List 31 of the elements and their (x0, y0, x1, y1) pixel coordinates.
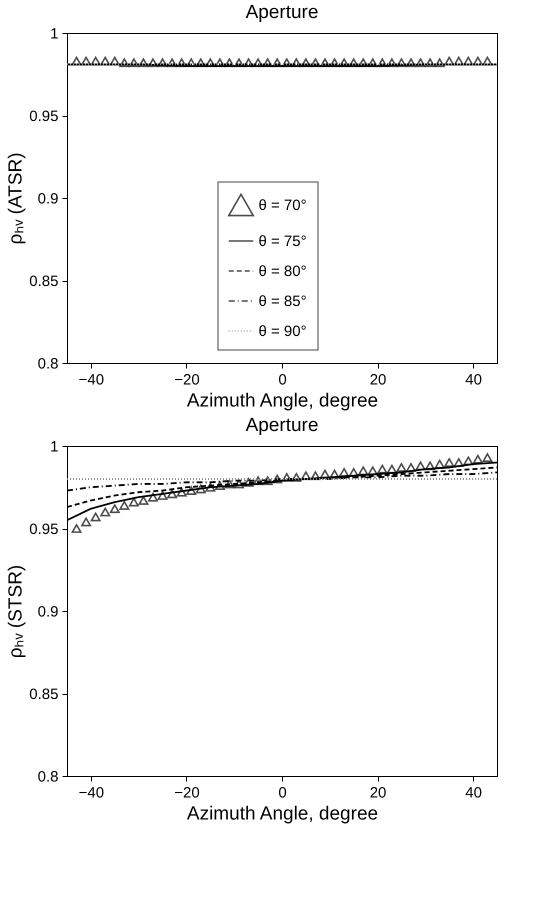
x-tick-label: 40 (465, 784, 482, 802)
chart-title: Aperture (246, 2, 318, 23)
y-tick-label: 0.9 (38, 190, 58, 208)
x-tick-label: 0 (278, 784, 287, 802)
x-tick-label: 0 (278, 372, 287, 388)
x-tick-label: −40 (78, 372, 104, 388)
x-axis-title: Azimuth Angle, degree (186, 804, 378, 824)
y-tick-label: 0.85 (29, 273, 58, 290)
y-tick-label: 0.9 (38, 604, 58, 620)
y-axis-title: ρₕᵥ (STSR) (5, 564, 26, 658)
chart-title: Aperture (246, 415, 318, 436)
x-axis-title: Azimuth Angle, degree (186, 390, 378, 412)
x-tick-label: −20 (174, 372, 200, 388)
legend-label: θ = 90° (258, 323, 307, 340)
legend-label: θ = 80° (258, 263, 307, 280)
y-tick-label: 0.8 (38, 356, 58, 372)
legend-label: θ = 85° (258, 293, 307, 310)
x-tick-label: 20 (370, 784, 386, 802)
x-tick-label: −20 (174, 784, 200, 802)
x-tick-label: −40 (78, 784, 104, 802)
y-axis-title: ρₕᵥ (ATSR) (5, 152, 26, 245)
x-tick-label: 20 (370, 372, 386, 388)
y-tick-label: 0.8 (38, 768, 58, 786)
legend-label: θ = 70° (258, 197, 307, 214)
y-tick-label: 1 (50, 438, 58, 456)
y-tick-label: 1 (50, 26, 58, 42)
y-tick-label: 0.95 (29, 108, 58, 125)
y-tick-label: 0.95 (29, 521, 58, 538)
y-tick-label: 0.85 (29, 686, 58, 703)
x-tick-label: 40 (465, 372, 482, 388)
legend-label: θ = 75° (258, 233, 307, 250)
